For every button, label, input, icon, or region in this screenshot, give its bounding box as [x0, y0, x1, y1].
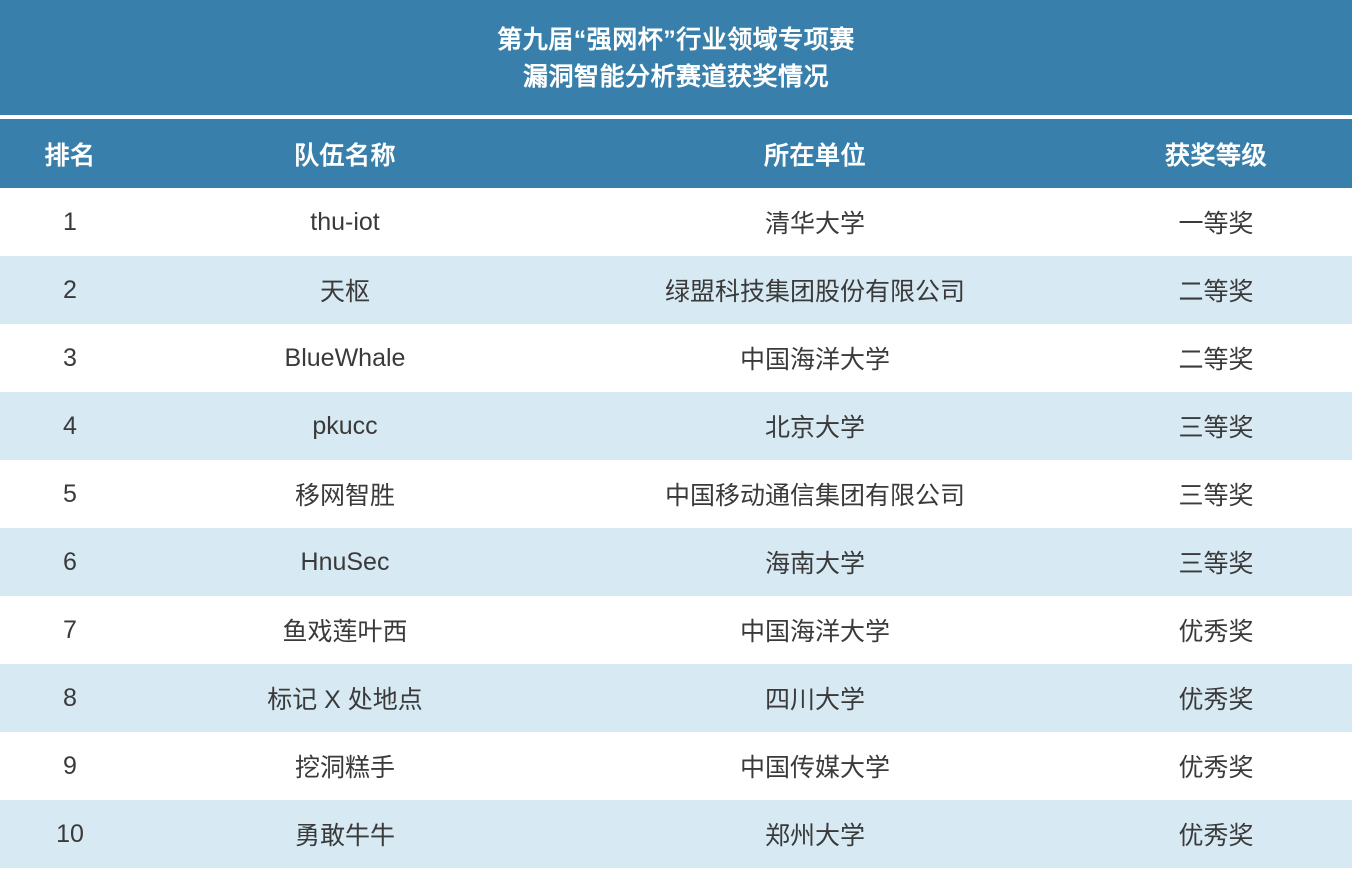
- title-divider: [0, 115, 1352, 119]
- cell-rank: 1: [63, 207, 77, 236]
- cell-award: 优秀奖: [1178, 822, 1254, 850]
- cell-team: 勇敢牛牛: [294, 822, 395, 850]
- cell-award: 二等奖: [1178, 346, 1254, 374]
- cell-team: 移网智胜: [294, 482, 395, 510]
- table-row: 1 thu-iot 清华大学 一等奖: [0, 188, 1352, 256]
- column-header-award: 获奖等级: [1164, 141, 1267, 170]
- cell-org: 中国传媒大学: [739, 754, 890, 782]
- cell-team: HnuSec: [300, 547, 390, 576]
- cell-rank: 7: [63, 615, 77, 644]
- cell-award: 优秀奖: [1178, 754, 1254, 782]
- cell-award: 三等奖: [1178, 550, 1254, 578]
- column-header-rank: 排名: [44, 141, 96, 170]
- cell-award: 三等奖: [1178, 414, 1254, 442]
- cell-award: 二等奖: [1178, 278, 1254, 306]
- cell-team: 鱼戏莲叶西: [282, 618, 408, 646]
- cell-award: 三等奖: [1178, 482, 1254, 510]
- cell-award: 一等奖: [1178, 210, 1254, 238]
- cell-rank: 3: [63, 343, 77, 372]
- column-header-org: 所在单位: [763, 141, 866, 170]
- cell-org: 中国海洋大学: [739, 618, 890, 646]
- cell-team: pkucc: [312, 411, 378, 440]
- cell-org: 北京大学: [764, 414, 865, 442]
- cell-org: 海南大学: [764, 550, 865, 578]
- column-header-team: 队伍名称: [293, 141, 396, 170]
- cell-team: 挖洞糕手: [294, 754, 395, 782]
- table-row: 10 勇敢牛牛 郑州大学 优秀奖: [0, 800, 1352, 868]
- cell-org: 清华大学: [764, 210, 865, 238]
- title-line-1: 第九届“强网杯”行业领域专项赛: [497, 25, 855, 54]
- table-body: 1 thu-iot 清华大学 一等奖 2 天枢 绿盟科技集团股份有限公司 二等奖 3 BlueWh…: [0, 188, 1352, 868]
- title-line-2: 漏洞智能分析赛道获奖情况: [522, 62, 829, 91]
- table-row: 5 移网智胜 中国移动通信集团有限公司 三等奖: [0, 460, 1352, 528]
- cell-rank: 9: [63, 751, 77, 780]
- cell-org: 四川大学: [764, 686, 865, 714]
- cell-award: 优秀奖: [1178, 618, 1254, 646]
- cell-award: 优秀奖: [1178, 686, 1254, 714]
- table-row: 4 pkucc 北京大学 三等奖: [0, 392, 1352, 460]
- cell-rank: 10: [56, 819, 84, 848]
- table-row: 7 鱼戏莲叶西 中国海洋大学 优秀奖: [0, 596, 1352, 664]
- cell-org: 中国移动通信集团有限公司: [664, 482, 965, 510]
- table-row: 6 HnuSec 海南大学 三等奖: [0, 528, 1352, 596]
- table-row: 8 标记 X 处地点 四川大学 优秀奖: [0, 664, 1352, 732]
- table-row: 3 BlueWhale 中国海洋大学 二等奖: [0, 324, 1352, 392]
- table-row: 2 天枢 绿盟科技集团股份有限公司 二等奖: [0, 256, 1352, 324]
- table-header-row: 排名 队伍名称 所在单位 获奖等级: [0, 119, 1352, 188]
- cell-org: 绿盟科技集团股份有限公司: [664, 278, 965, 306]
- table-row: 9 挖洞糕手 中国传媒大学 优秀奖: [0, 732, 1352, 800]
- cell-team: 标记 X 处地点: [267, 686, 423, 714]
- cell-rank: 2: [63, 275, 77, 304]
- cell-rank: 6: [63, 547, 77, 576]
- table-title-block: 第九届“强网杯”行业领域专项赛 漏洞智能分析赛道获奖情况: [0, 0, 1352, 115]
- cell-org: 中国海洋大学: [739, 346, 890, 374]
- cell-team: thu-iot: [310, 207, 380, 236]
- cell-org: 郑州大学: [764, 822, 865, 850]
- cell-rank: 5: [63, 479, 77, 508]
- cell-team: 天枢: [319, 278, 370, 306]
- cell-team: BlueWhale: [284, 343, 406, 372]
- cell-rank: 4: [63, 411, 77, 440]
- cell-rank: 8: [63, 683, 77, 712]
